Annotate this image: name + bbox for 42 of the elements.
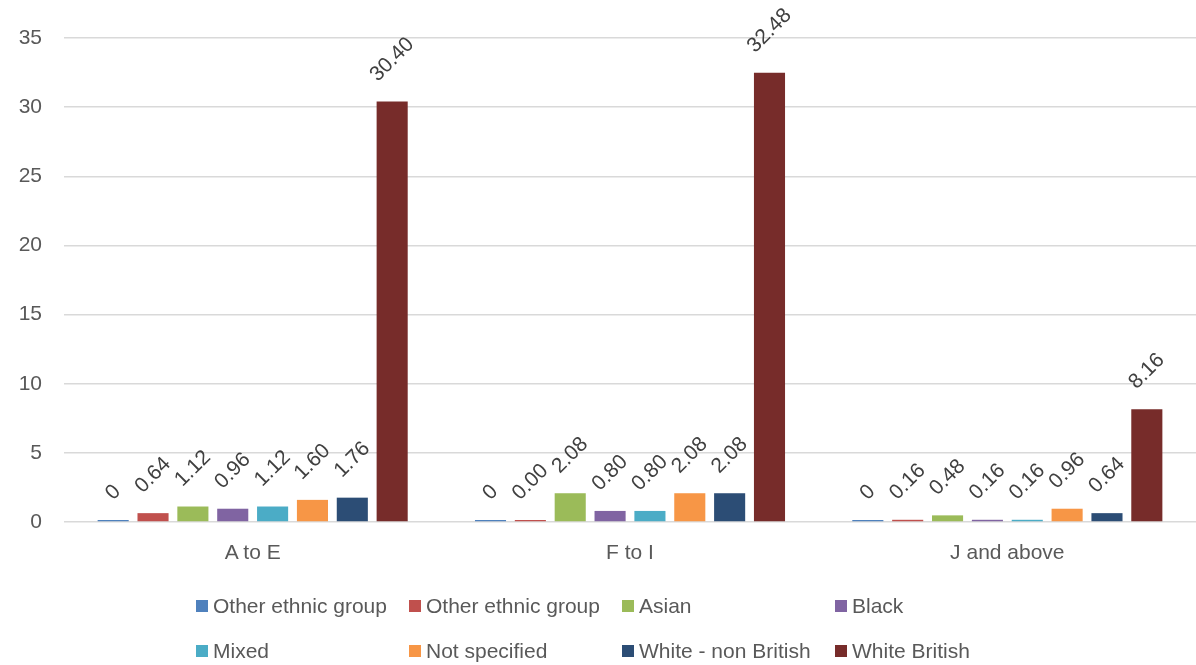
legend-label: Mixed bbox=[213, 639, 270, 663]
y-tick-label: 30 bbox=[18, 93, 42, 117]
bar bbox=[554, 493, 586, 522]
bar bbox=[1051, 508, 1083, 522]
bar bbox=[1131, 409, 1163, 522]
bar bbox=[932, 515, 964, 522]
y-tick-label: 20 bbox=[18, 232, 42, 256]
legend-label: Asian bbox=[639, 594, 692, 618]
legend-label: Other ethnic group bbox=[426, 594, 600, 618]
y-tick-label: 0 bbox=[30, 508, 42, 532]
y-tick-label: 5 bbox=[30, 439, 42, 463]
bar bbox=[217, 508, 249, 522]
legend-label: White British bbox=[852, 639, 970, 663]
data-label: 0 bbox=[99, 478, 125, 504]
bar bbox=[376, 101, 408, 522]
bar bbox=[177, 506, 209, 522]
data-label: 0 bbox=[477, 478, 502, 504]
y-tick-label: 15 bbox=[18, 301, 42, 325]
y-tick-label: 25 bbox=[18, 163, 42, 187]
y-tick-label: 35 bbox=[18, 24, 42, 48]
bar bbox=[674, 493, 706, 522]
legend-label: Other ethnic group bbox=[213, 594, 387, 618]
bar bbox=[296, 499, 328, 522]
bar bbox=[1091, 513, 1123, 522]
data-label: 0.64 bbox=[129, 451, 175, 497]
y-tick-label: 10 bbox=[18, 370, 42, 394]
legend-label: Black bbox=[852, 594, 904, 618]
bar bbox=[714, 493, 746, 522]
data-label: 0.00 bbox=[506, 458, 552, 504]
bar bbox=[634, 510, 666, 522]
x-tick-label: F to I bbox=[606, 540, 654, 564]
legend-label: White - non British bbox=[639, 639, 811, 663]
data-label: 0 bbox=[854, 478, 879, 504]
x-tick-label: A to E bbox=[224, 540, 281, 564]
bar bbox=[257, 506, 289, 522]
bar bbox=[753, 72, 786, 522]
bar bbox=[594, 510, 626, 522]
data-label: 8.16 bbox=[1123, 347, 1169, 393]
bar bbox=[137, 513, 169, 522]
x-tick-label: J and above bbox=[950, 540, 1065, 564]
legend-label: Not specified bbox=[426, 639, 548, 663]
bar bbox=[336, 497, 368, 522]
